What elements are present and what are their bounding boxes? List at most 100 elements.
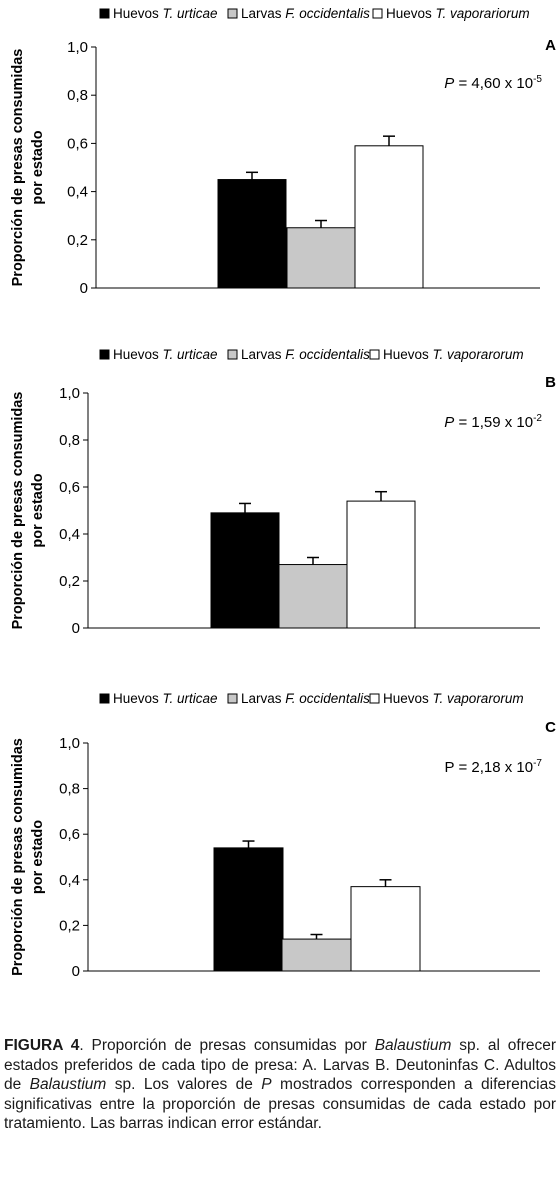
legend-label-italic: F. occidentalis <box>285 6 370 21</box>
bar <box>281 938 352 972</box>
chart-c-svg: Huevos T. urticae Larvas F. occidentalis H… <box>10 691 556 980</box>
p-value-exponent: -7 <box>533 758 542 769</box>
y-axis-title-line: Proporción de presas consumidas <box>10 392 26 630</box>
legend-swatch <box>369 693 380 704</box>
legend-swatch <box>372 8 383 19</box>
y-tick-label: 0,2 <box>59 573 80 590</box>
bar <box>210 512 280 629</box>
y-tick-label: 0 <box>80 280 88 297</box>
legend-label-text: Larvas <box>241 6 285 21</box>
bar <box>278 564 348 629</box>
caption-italic-1: Balaustium <box>374 1037 452 1054</box>
y-axis-title-line: por estado <box>30 820 46 894</box>
legend-label-text: Huevos <box>383 691 433 706</box>
legend-swatch <box>99 8 110 19</box>
legend-label-text: Huevos <box>386 6 436 21</box>
legend-swatch <box>227 8 238 19</box>
y-tick-label: 0,8 <box>59 432 80 449</box>
bar <box>217 179 287 289</box>
caption-text-3: sp. Los valores de <box>106 1076 262 1093</box>
figure-caption: FIGURA 4. Proporción de presas consumida… <box>4 1036 556 1134</box>
legend-label-italic: T. vaporariorum <box>436 6 530 21</box>
caption-italic-3: P <box>261 1076 272 1093</box>
p-value-number: = 2,18 x 10 <box>454 759 533 776</box>
y-tick-label: 0,4 <box>59 872 80 889</box>
panel-letter: B <box>545 374 556 391</box>
y-tick-label: 1,0 <box>67 39 88 56</box>
chart-panel-a: Huevos T. urticae Larvas F. occidentalis H… <box>0 0 560 310</box>
bar <box>213 847 284 972</box>
legend-swatch <box>227 349 238 360</box>
chart-b-svg: Huevos T. urticae Larvas F. occidentalis H… <box>10 347 556 637</box>
y-tick-label: 0,4 <box>67 184 88 201</box>
figure-label: FIGURA 4 <box>4 1037 80 1054</box>
bar <box>286 227 356 289</box>
legend-swatch <box>227 693 238 704</box>
y-tick-label: 0,2 <box>59 917 80 934</box>
legend-swatch <box>369 349 380 360</box>
y-tick-label: 0,8 <box>59 781 80 798</box>
legend-label-italic: F. occidentalis <box>285 691 370 706</box>
y-axis-title-line: por estado <box>30 473 46 547</box>
y-axis-title-line: Proporción de presas consumidas <box>10 49 26 287</box>
legend-label-italic: T. urticae <box>163 347 218 362</box>
bar <box>354 145 424 289</box>
y-tick-label: 0,4 <box>59 526 80 543</box>
y-axis-title-line: por estado <box>30 130 46 204</box>
caption-italic-2: Balaustium <box>29 1076 107 1093</box>
panel-letter: A <box>545 37 556 54</box>
legend-label-italic: T. vaporarorum <box>433 691 524 706</box>
legend-label: Larvas F. occidentalis <box>241 691 370 706</box>
y-tick-label: 0,6 <box>59 826 80 843</box>
legend-label: Larvas F. occidentalis <box>241 6 370 21</box>
panel-letter: C <box>545 719 556 736</box>
p-value-letter: P <box>444 414 454 431</box>
legend-label-text: Larvas <box>241 347 285 362</box>
p-value-exponent: -2 <box>533 413 542 424</box>
y-tick-label: 1,0 <box>59 735 80 752</box>
p-value-letter: P <box>444 75 454 92</box>
legend-swatch <box>99 693 110 704</box>
y-axis-title: Proporción de presas consumidas por estad… <box>10 392 46 630</box>
caption-text-2: sp. al ofrecer estados preferidos de cad… <box>4 1037 557 1093</box>
y-tick-label: 0 <box>72 620 80 637</box>
legend-label-text: Huevos <box>113 691 163 706</box>
y-tick-label: 0,2 <box>67 232 88 249</box>
legend-label-text: Huevos <box>383 347 433 362</box>
caption-text-4: mostrados corresponden a diferencias sig… <box>4 1076 556 1132</box>
y-axis-title: Proporción de presas consumidas por estad… <box>10 738 46 976</box>
p-value-exponent: -5 <box>533 74 542 85</box>
p-value-label: P = 1,59 x 10-2 <box>444 413 542 431</box>
legend-label-text: Larvas <box>241 691 285 706</box>
legend-label: Huevos T. vaporariorum <box>386 6 530 21</box>
chart-panel-c: Huevos T. urticae Larvas F. occidentalis H… <box>0 690 560 990</box>
bar <box>346 500 416 629</box>
bar <box>350 886 421 972</box>
legend-label-text: Huevos <box>113 6 163 21</box>
legend-label: Huevos T. vaporarorum <box>383 347 524 362</box>
legend-label-italic: T. urticae <box>163 691 218 706</box>
y-tick-label: 0,6 <box>59 479 80 496</box>
p-value-label: P = 4,60 x 10-5 <box>444 74 542 92</box>
legend-label: Huevos T. urticae <box>113 347 218 362</box>
p-value-label: P = 2,18 x 10-7 <box>445 758 543 776</box>
y-tick-label: 0,6 <box>67 135 88 152</box>
legend-label-italic: T. urticae <box>163 6 218 21</box>
p-value-number: = 1,59 x 10 <box>454 414 533 431</box>
legend-label-text: Huevos <box>113 347 163 362</box>
y-tick-label: 0 <box>72 963 80 980</box>
legend-label: Huevos T. urticae <box>113 691 218 706</box>
p-value-number: = 4,60 x 10 <box>454 75 533 92</box>
legend-swatch <box>99 349 110 360</box>
legend-label: Huevos T. urticae <box>113 6 218 21</box>
y-axis-title-line: Proporción de presas consumidas <box>10 738 26 976</box>
caption-text-1: . Proporción de presas consumidas por <box>79 1037 375 1054</box>
y-axis-title: Proporción de presas consumidas por estad… <box>10 49 46 287</box>
chart-a-svg: Huevos T. urticae Larvas F. occidentalis H… <box>10 6 556 297</box>
y-tick-label: 1,0 <box>59 385 80 402</box>
legend-label: Larvas F. occidentalis <box>241 347 370 362</box>
legend-label-italic: T. vaporarorum <box>433 347 524 362</box>
legend-label: Huevos T. vaporarorum <box>383 691 524 706</box>
y-tick-label: 0,8 <box>67 87 88 104</box>
p-value-letter: P <box>445 759 455 776</box>
